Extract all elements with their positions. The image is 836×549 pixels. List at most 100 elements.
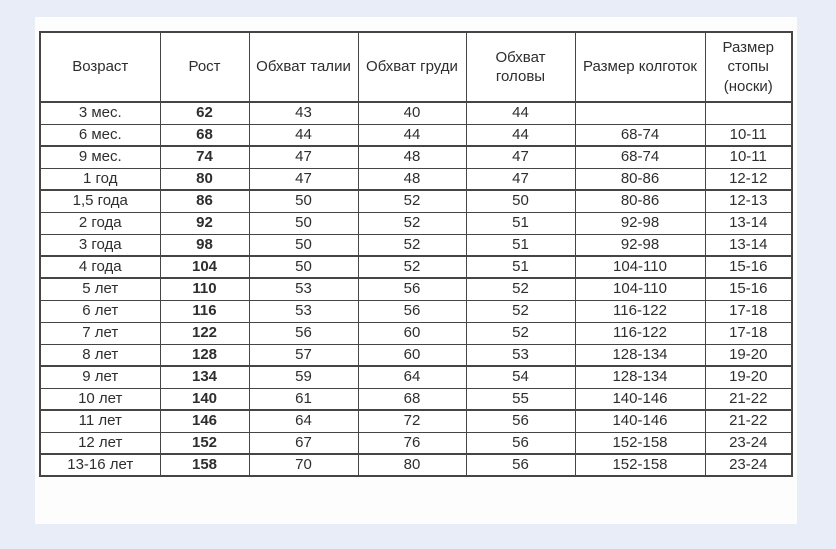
table-cell: 12 лет xyxy=(39,431,161,455)
table-cell: 92 xyxy=(159,211,250,235)
table-cell: 80-86 xyxy=(574,189,706,213)
column-header: Размер колготок xyxy=(574,31,706,103)
table-cell: 104-110 xyxy=(574,255,706,279)
table-cell: 76 xyxy=(357,431,467,455)
table-cell: 52 xyxy=(357,255,467,279)
table-cell: 47 xyxy=(248,167,359,191)
table-cell: 57 xyxy=(248,343,359,367)
table-cell: 55 xyxy=(465,387,576,411)
table-cell: 56 xyxy=(357,299,467,323)
table-cell: 4 года xyxy=(39,255,161,279)
table-cell xyxy=(704,101,793,125)
table-cell: 152 xyxy=(159,431,250,455)
table-cell: 17-18 xyxy=(704,299,793,323)
table-cell: 116 xyxy=(159,299,250,323)
column-header: Размер стопы (носки) xyxy=(704,31,793,103)
table-cell: 152-158 xyxy=(574,453,706,477)
table-cell: 50 xyxy=(248,189,359,213)
table-row: 1,5 года 86 50 52 50 80-86 12-13 xyxy=(39,189,793,213)
table-cell: 116-122 xyxy=(574,321,706,345)
table-cell: 5 лет xyxy=(39,277,161,301)
table-cell: 44 xyxy=(357,123,467,147)
table-cell: 104-110 xyxy=(574,277,706,301)
table-cell: 1,5 года xyxy=(39,189,161,213)
table-cell: 98 xyxy=(159,233,250,257)
table-cell: 17-18 xyxy=(704,321,793,345)
table-cell: 10-11 xyxy=(704,123,793,147)
table-cell: 50 xyxy=(248,211,359,235)
table-cell: 3 мес. xyxy=(39,101,161,125)
table-cell: 50 xyxy=(248,255,359,279)
table-cell: 53 xyxy=(248,299,359,323)
table-row: 10 лет 140 61 68 55 140-146 21-22 xyxy=(39,387,793,411)
table-cell: 116-122 xyxy=(574,299,706,323)
table-cell: 51 xyxy=(465,255,576,279)
table-cell: 52 xyxy=(465,299,576,323)
table-cell: 158 xyxy=(159,453,250,477)
table-cell: 146 xyxy=(159,409,250,433)
table-cell xyxy=(574,101,706,125)
table-cell: 56 xyxy=(465,431,576,455)
table-cell: 19-20 xyxy=(704,343,793,367)
table-cell: 53 xyxy=(465,343,576,367)
table-cell: 23-24 xyxy=(704,453,793,477)
table-row: 7 лет 122 56 60 52 116-122 17-18 xyxy=(39,321,793,345)
size-table-panel: Возраст Рост Обхват талии Обхват груди Обхва… xyxy=(35,17,797,524)
table-cell: 43 xyxy=(248,101,359,125)
table-cell: 51 xyxy=(465,211,576,235)
table-cell: 9 мес. xyxy=(39,145,161,169)
table-cell: 62 xyxy=(159,101,250,125)
table-cell: 52 xyxy=(465,321,576,345)
table-cell: 21-22 xyxy=(704,409,793,433)
table-row: 6 мес. 68 44 44 44 68-74 10-11 xyxy=(39,123,793,147)
table-cell: 52 xyxy=(357,211,467,235)
table-cell: 10 лет xyxy=(39,387,161,411)
table-row: 9 лет 134 59 64 54 128-134 19-20 xyxy=(39,365,793,389)
table-cell: 48 xyxy=(357,145,467,169)
table-cell: 13-14 xyxy=(704,233,793,257)
table-cell: 11 лет xyxy=(39,409,161,433)
table-cell: 80 xyxy=(159,167,250,191)
table-cell: 64 xyxy=(357,365,467,389)
table-cell: 50 xyxy=(465,189,576,213)
table-cell: 44 xyxy=(465,101,576,125)
column-header: Обхват талии xyxy=(248,31,359,103)
table-cell: 70 xyxy=(248,453,359,477)
table-cell: 6 мес. xyxy=(39,123,161,147)
table-cell: 80 xyxy=(357,453,467,477)
table-cell: 44 xyxy=(465,123,576,147)
table-cell: 54 xyxy=(465,365,576,389)
table-cell: 56 xyxy=(465,453,576,477)
table-cell: 80-86 xyxy=(574,167,706,191)
table-cell: 47 xyxy=(248,145,359,169)
table-row: 4 года 104 50 52 51 104-110 15-16 xyxy=(39,255,793,279)
column-header: Обхват груди xyxy=(357,31,467,103)
table-cell: 74 xyxy=(159,145,250,169)
column-header: Рост xyxy=(159,31,250,103)
table-cell: 1 год xyxy=(39,167,161,191)
table-cell: 140 xyxy=(159,387,250,411)
table-cell: 8 лет xyxy=(39,343,161,367)
column-header: Обхват головы xyxy=(465,31,576,103)
table-cell: 9 лет xyxy=(39,365,161,389)
table-row: 11 лет 146 64 72 56 140-146 21-22 xyxy=(39,409,793,433)
table-row: 6 лет 116 53 56 52 116-122 17-18 xyxy=(39,299,793,323)
table-cell: 12-13 xyxy=(704,189,793,213)
table-cell: 2 года xyxy=(39,211,161,235)
table-row: 13-16 лет 158 70 80 56 152-158 23-24 xyxy=(39,453,793,477)
table-cell: 47 xyxy=(465,145,576,169)
table-cell: 92-98 xyxy=(574,211,706,235)
table-cell: 6 лет xyxy=(39,299,161,323)
table-cell: 53 xyxy=(248,277,359,301)
table-cell: 128-134 xyxy=(574,343,706,367)
table-cell: 10-11 xyxy=(704,145,793,169)
table-cell: 13-16 лет xyxy=(39,453,161,477)
table-cell: 152-158 xyxy=(574,431,706,455)
table-cell: 19-20 xyxy=(704,365,793,389)
table-cell: 23-24 xyxy=(704,431,793,455)
table-row: 2 года 92 50 52 51 92-98 13-14 xyxy=(39,211,793,235)
table-row: 8 лет 128 57 60 53 128-134 19-20 xyxy=(39,343,793,367)
table-row: 3 мес. 62 43 40 44 xyxy=(39,101,793,125)
table-cell: 50 xyxy=(248,233,359,257)
table-cell: 110 xyxy=(159,277,250,301)
